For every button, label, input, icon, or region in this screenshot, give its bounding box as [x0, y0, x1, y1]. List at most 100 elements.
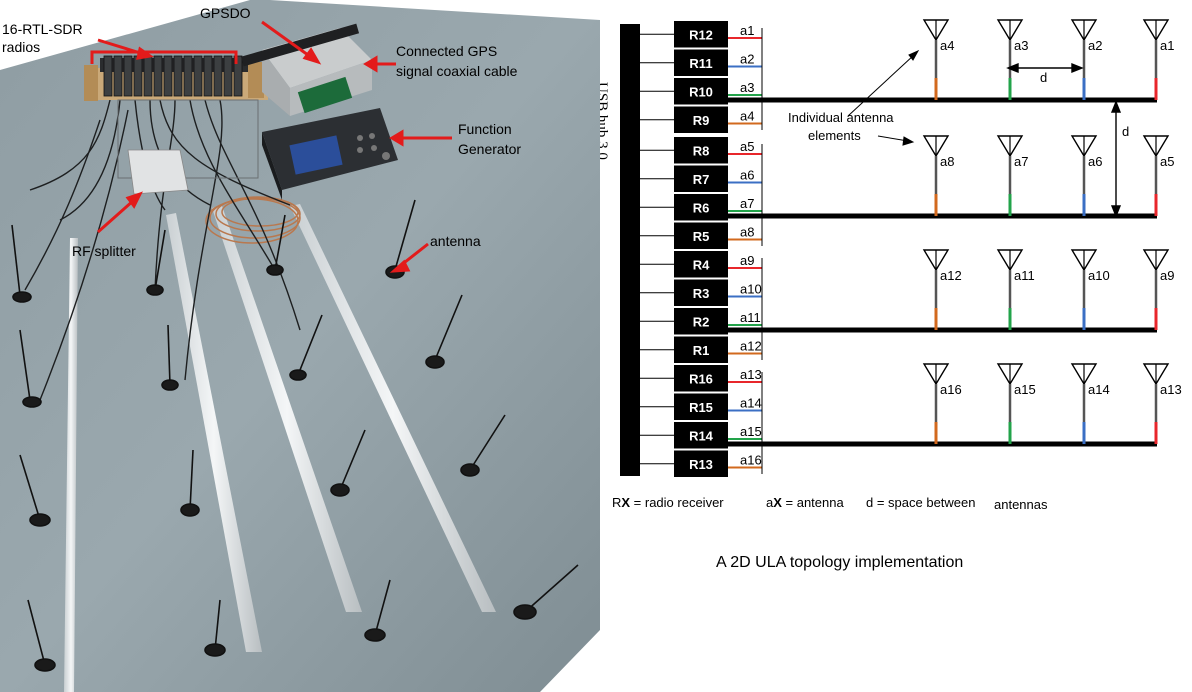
- radio-box: [674, 49, 728, 76]
- rf-splitter: [127, 149, 189, 195]
- radio-rack: [117, 99, 259, 179]
- antennas: [11, 199, 579, 672]
- callout-gpsdo: GPSDO: [200, 5, 251, 21]
- antenna-element: a3: [996, 19, 1028, 100]
- radio-box: [674, 78, 728, 105]
- radio-label: R5: [693, 229, 710, 244]
- vertical-spacing: [1110, 100, 1122, 218]
- callout-antenna: antenna: [430, 233, 481, 249]
- port-label: a9: [740, 253, 754, 268]
- callout-gps-cable-1: Connected GPS: [396, 43, 497, 59]
- rtl-sdr-radios: [84, 55, 268, 101]
- radio-box: [674, 137, 728, 164]
- legend: RX = radio receiver aX = antenna d = spa…: [612, 495, 1048, 512]
- antenna-element: a10: [1070, 249, 1110, 330]
- radio-label: R1: [693, 343, 710, 358]
- horizontal-spacing: [1006, 62, 1084, 74]
- antenna-label: a9: [1160, 268, 1174, 283]
- antenna-element: a11: [996, 249, 1035, 330]
- antenna-element: a4: [922, 19, 954, 100]
- callout-function-gen-2: Generator: [458, 141, 521, 157]
- port-label: a11: [740, 310, 761, 325]
- radio-label: R9: [693, 113, 710, 128]
- antenna-element: a13: [1142, 363, 1182, 444]
- radio-box: [674, 106, 728, 133]
- legend-rx: RX = radio receiver: [612, 495, 724, 510]
- port-label: a2: [740, 52, 754, 67]
- antenna-label: a8: [940, 154, 954, 169]
- antenna-label: a3: [1014, 38, 1028, 53]
- port-label: a8: [740, 225, 754, 240]
- antenna-element: a16: [922, 363, 962, 444]
- callout-arrows: [90, 20, 452, 273]
- port-label: a10: [740, 282, 762, 297]
- radio-box: [674, 194, 728, 221]
- antenna-element: a2: [1070, 19, 1102, 100]
- callout-radios-2: radios: [2, 39, 40, 55]
- port-label: a14: [740, 396, 762, 411]
- antenna-element: a1: [1142, 19, 1174, 100]
- radio-box: [674, 365, 728, 392]
- array-row: R16 a13 R15 a14 R14 a15 R13 a16 a16 a15 a14 a13: [640, 363, 1182, 477]
- antenna-label: a10: [1088, 268, 1110, 283]
- port-label: a13: [740, 367, 762, 382]
- port-label: a4: [740, 109, 754, 124]
- radio-label: R2: [693, 314, 710, 329]
- radio-label: R15: [689, 400, 713, 415]
- legend-ax: aX = antenna: [766, 495, 844, 510]
- radio-box: [674, 279, 728, 306]
- function-generator: [262, 108, 398, 200]
- array-row: R8 a5 R7 a6 R6 a7 R5 a8 a8 a7 a6 a5: [640, 135, 1174, 249]
- usb-hub-label: USB hub 3.0: [600, 82, 610, 160]
- port-label: a3: [740, 80, 754, 95]
- callout-radios-1: 16-RTL-SDR: [2, 21, 83, 37]
- antenna-element: a14: [1070, 363, 1110, 444]
- coax-coil: [205, 196, 301, 244]
- radio-label: R3: [693, 286, 710, 301]
- radio-box: [674, 336, 728, 363]
- radio-box: [674, 393, 728, 420]
- antenna-element: a5: [1142, 135, 1174, 216]
- antenna-label: a2: [1088, 38, 1102, 53]
- radio-label: R13: [689, 457, 713, 472]
- port-label: a1: [740, 23, 754, 38]
- port-label: a5: [740, 139, 754, 154]
- radio-box: [674, 251, 728, 278]
- antenna-label: a7: [1014, 154, 1028, 169]
- radio-label: R8: [693, 143, 710, 158]
- testbed-photo: 16-RTL-SDR radios GPSDO Connected GPS si…: [0, 0, 600, 692]
- antenna-element: a7: [996, 135, 1028, 216]
- radio-label: R10: [689, 84, 713, 99]
- antenna-label: a5: [1160, 154, 1174, 169]
- radio-box: [674, 422, 728, 449]
- callout-rf-splitter: RF splitter: [72, 243, 136, 259]
- radio-label: R7: [693, 172, 710, 187]
- usb-hub-bar: [620, 24, 640, 476]
- radio-box: [674, 308, 728, 335]
- radio-label: R16: [689, 371, 713, 386]
- radio-label: R11: [689, 56, 712, 71]
- port-label: a15: [740, 424, 762, 439]
- annotation-text-1: Individual antenna: [788, 110, 894, 125]
- radio-label: R14: [689, 428, 714, 443]
- antenna-element: a6: [1070, 135, 1102, 216]
- radio-box: [674, 21, 728, 48]
- antenna-element: a8: [922, 135, 954, 216]
- annotation-arrows: [847, 49, 920, 146]
- callout-function-gen-1: Function: [458, 121, 512, 137]
- antenna-label: a1: [1160, 38, 1174, 53]
- antenna-element: a15: [996, 363, 1036, 444]
- antenna-label: a15: [1014, 382, 1036, 397]
- photo-callouts: 16-RTL-SDR radios GPSDO Connected GPS si…: [2, 5, 521, 259]
- port-label: a7: [740, 196, 754, 211]
- radio-box: [674, 450, 728, 477]
- antenna-rails: [64, 204, 496, 692]
- legend-d-antennas: antennas: [994, 497, 1048, 512]
- radio-label: R6: [693, 200, 710, 215]
- legend-d: d = space between: [866, 495, 976, 510]
- antenna-element: a9: [1142, 249, 1174, 330]
- radio-label: R4: [693, 257, 710, 272]
- array-row: R4 a9 R3 a10 R2 a11 R1 a12 a12 a11 a10 a9: [640, 249, 1174, 363]
